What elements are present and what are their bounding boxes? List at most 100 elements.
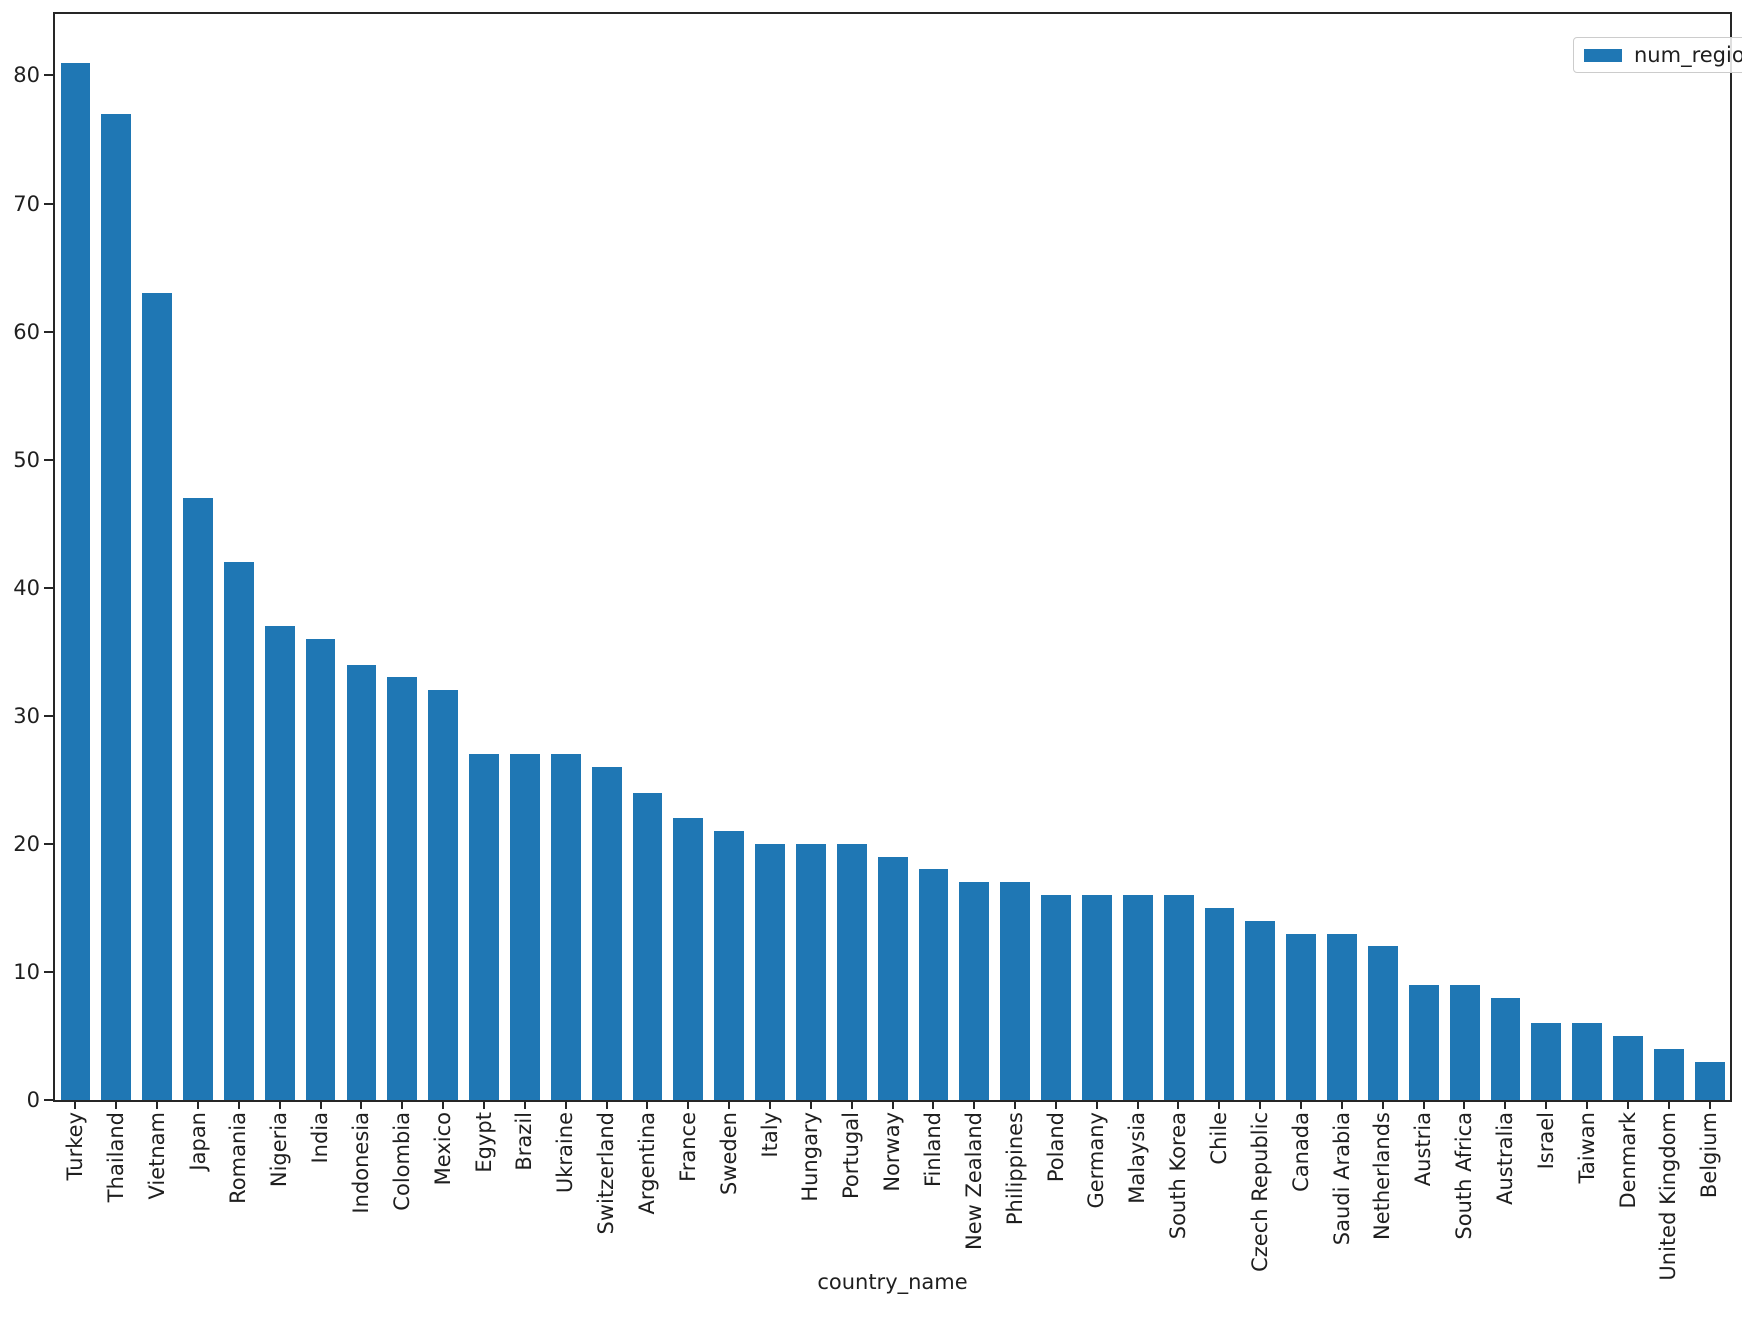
x-label-slot: Switzerland [586,1112,627,1281]
bar-thailand [101,113,132,1100]
x-label-slot: Japan [178,1112,219,1281]
x-label-thailand: Thailand [103,1112,128,1203]
y-tick-label-30: 30 [13,703,40,728]
bar-taiwan [1572,1023,1603,1100]
bar-slot [504,14,545,1100]
bar-slot [1363,14,1404,1100]
x-tick-mark [237,1100,240,1109]
bar-slot [545,14,586,1100]
legend-label: num_regions [1634,43,1742,67]
y-tick-label-70: 70 [13,191,40,216]
bar-indonesia [346,664,377,1100]
bar-slot [137,14,178,1100]
x-label-slot: Sweden [709,1112,750,1281]
bar-germany [1082,895,1112,1100]
bar-france [673,818,704,1100]
x-label-israel: Israel [1533,1112,1558,1170]
x-label-finland: Finland [920,1112,945,1188]
x-label-slot: Mexico [423,1112,464,1281]
x-label-slot: Italy [750,1112,791,1281]
x-label-slot: Romania [218,1112,259,1281]
x-tick-mark [564,1100,567,1109]
x-label-slot: Turkey [55,1112,96,1281]
x-label-mexico: Mexico [430,1112,455,1186]
x-label-slot: Hungary [790,1112,831,1281]
bar-slot [423,14,464,1100]
x-tick-mark [646,1100,649,1109]
x-label-austria: Austria [1411,1112,1436,1187]
bar-nigeria [264,626,295,1100]
x-tick-mark [850,1100,853,1109]
y-tick-mark [44,970,53,973]
bar-slot [464,14,505,1100]
y-tick-mark [44,1099,53,1101]
x-tick-mark [360,1100,363,1109]
x-label-ukraine: Ukraine [553,1112,578,1194]
x-label-slot: New Zealand [954,1112,995,1281]
bar-slot [872,14,913,1100]
y-tick-label-60: 60 [13,319,40,344]
x-label-slot: India [300,1112,341,1281]
x-tick-mark [1177,1100,1180,1109]
bar-slot [96,14,137,1100]
bar-belgium [1694,1061,1725,1100]
bar-slot [668,14,709,1100]
bar-malaysia [1122,895,1153,1100]
x-label-new-zealand: New Zealand [961,1112,986,1250]
x-label-norway: Norway [880,1112,905,1192]
x-tick-mark [196,1100,199,1109]
x-label-turkey: Turkey [62,1112,87,1181]
bar-slot [341,14,382,1100]
x-tick-mark [523,1100,526,1109]
x-label-slot: Nigeria [259,1112,300,1281]
bar-slot [300,14,341,1100]
x-label-slot: Taiwan [1567,1112,1608,1281]
x-tick-mark [1259,1100,1262,1109]
x-tick-mark [1667,1100,1670,1109]
x-label-slot: Czech Republic [1240,1112,1281,1281]
bar-poland [1041,895,1071,1100]
x-label-saudi-arabia: Saudi Arabia [1329,1112,1354,1246]
x-label-australia: Australia [1493,1112,1517,1205]
bar-hungary [795,843,826,1100]
bar-slot [1076,14,1117,1100]
bar-finland [918,869,949,1100]
x-tick-mark [1095,1100,1098,1109]
bar-slot [586,14,627,1100]
x-tick-mark [156,1100,159,1109]
x-tick-mark [1463,1100,1466,1109]
x-tick-mark [1300,1100,1303,1109]
x-label-philippines: Philippines [1002,1112,1027,1226]
x-label-slot: Egypt [464,1112,505,1281]
bar-ukraine [550,754,581,1100]
x-tick-mark [319,1100,322,1109]
bar-united-kingdom [1654,1048,1684,1100]
x-tick-mark [1340,1100,1343,1109]
x-label-slot: Belgium [1689,1112,1730,1281]
x-label-japan: Japan [185,1112,210,1171]
x-tick-mark [442,1100,445,1109]
x-tick-mark [1504,1100,1507,1109]
x-label-slot: Netherlands [1363,1112,1404,1281]
bar-slot [831,14,872,1100]
bar-slot [913,14,954,1100]
bar-slot [790,14,831,1100]
x-tick-mark [809,1100,812,1109]
bar-south-korea [1163,895,1194,1100]
x-label-slot: Norway [872,1112,913,1281]
x-tick-mark [728,1100,731,1109]
x-label-france: France [675,1112,700,1182]
x-label-slot: South Korea [1158,1112,1199,1281]
x-tick-mark [1054,1100,1057,1109]
x-tick-mark [1381,1100,1384,1109]
x-label-denmark: Denmark [1615,1112,1640,1209]
x-label-hungary: Hungary [798,1112,823,1202]
bar-brazil [509,754,540,1100]
x-tick-mark [768,1100,771,1109]
x-tick-mark [1136,1100,1139,1109]
x-label-romania: Romania [226,1112,251,1204]
x-label-slot: Ukraine [545,1112,586,1281]
y-tick-mark [44,842,53,845]
bar-slot [1444,14,1485,1100]
legend-color-swatch [1584,48,1622,62]
